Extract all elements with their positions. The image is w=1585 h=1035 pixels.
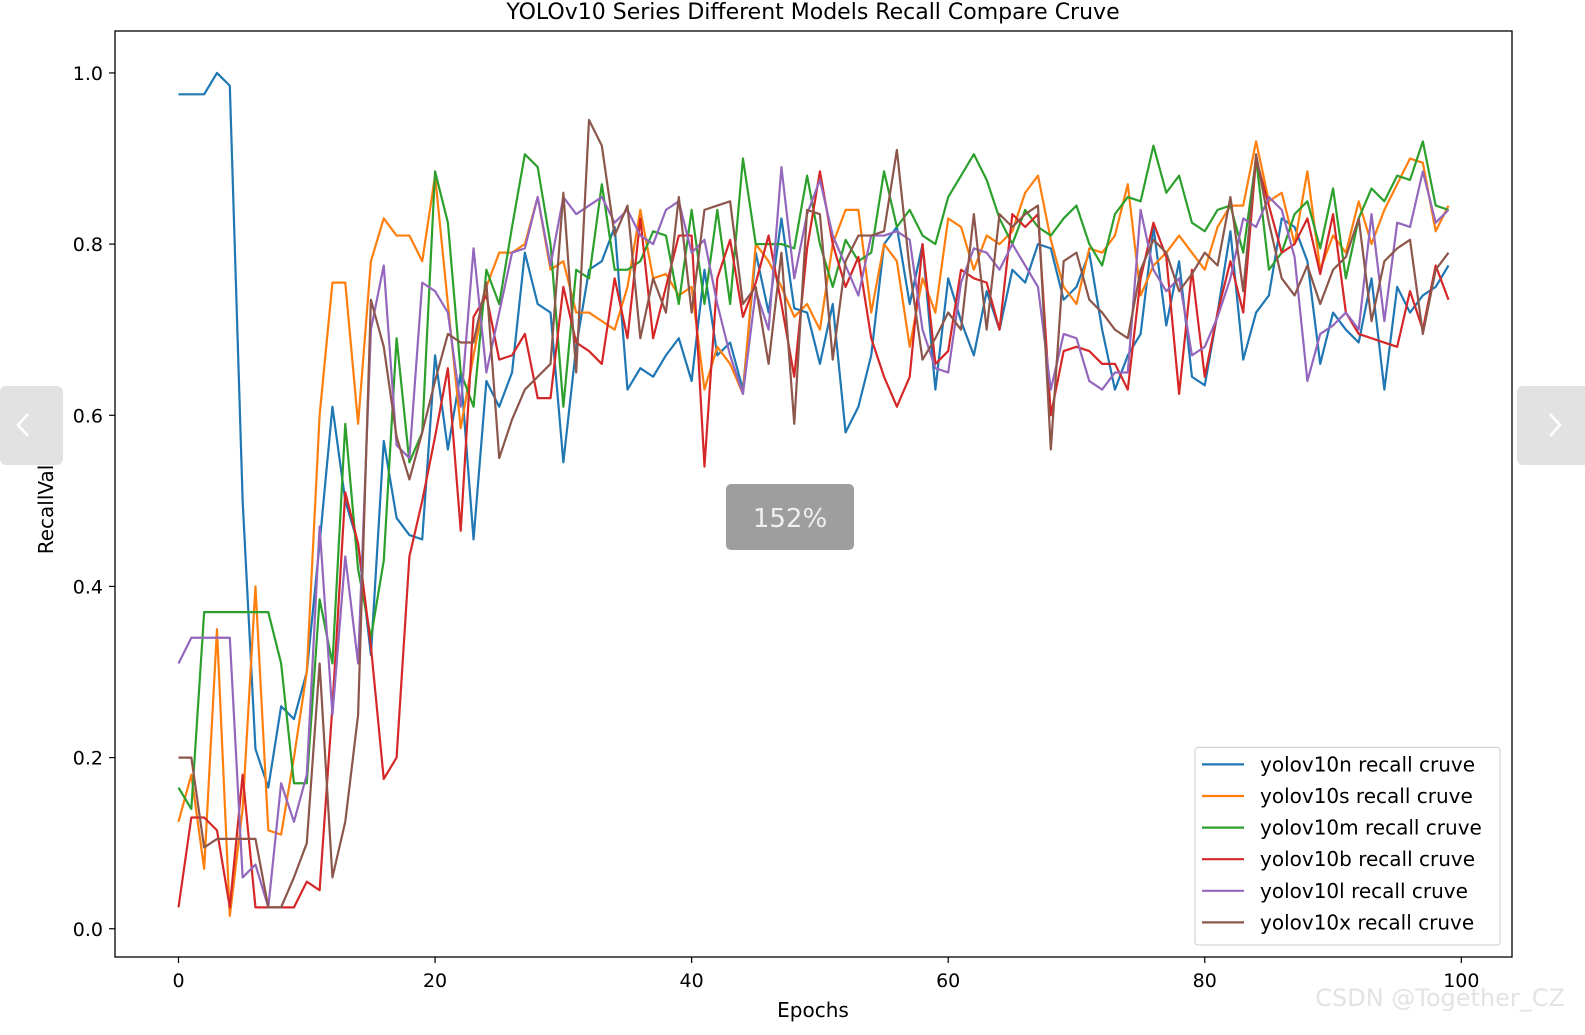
legend-box [1194, 746, 1501, 946]
next-icon[interactable] [1549, 413, 1562, 437]
x-tick-label: 40 [680, 970, 704, 992]
prev-button-bg[interactable] [0, 386, 63, 465]
legend-label: yolov10s recall cruve [1260, 784, 1473, 808]
zoom-badge [726, 484, 854, 550]
series-line [177, 140, 1450, 918]
x-tick-label: 80 [1193, 970, 1217, 992]
series-line [178, 118, 1450, 909]
series-group [177, 71, 1450, 918]
next-button[interactable] [1517, 386, 1585, 465]
x-tick-label: 0 [172, 970, 184, 992]
series-line [177, 157, 1450, 909]
zoom-text: 152% [753, 504, 827, 534]
x-tick-label: 100 [1443, 970, 1479, 992]
x-tick-label: 20 [423, 970, 447, 992]
axes-frame [114, 30, 1513, 958]
y-tick-label: 0.6 [73, 405, 103, 427]
legend-label: yolov10l recall cruve [1260, 879, 1468, 903]
legend-label: yolov10m recall cruve [1260, 816, 1482, 840]
y-tick-label: 1.0 [73, 63, 103, 85]
y-tick-label: 0.8 [73, 234, 103, 256]
prev-button[interactable] [0, 386, 63, 465]
watermark: CSDN @Together_CZ [1315, 984, 1565, 1012]
series-line [178, 71, 1450, 789]
legend-label: yolov10b recall cruve [1260, 847, 1475, 871]
y-tick-label: 0.2 [73, 748, 103, 770]
y-tick-label: 0.0 [73, 919, 103, 941]
prev-icon[interactable] [16, 413, 29, 437]
legend-label: yolov10x recall cruve [1260, 910, 1474, 934]
chart-title: YOLOv10 Series Different Models Recall C… [505, 0, 1119, 25]
x-axis-label: Epochs [777, 998, 849, 1022]
legend-label: yolov10n recall cruve [1260, 752, 1475, 776]
y-tick-label: 0.4 [73, 576, 103, 598]
x-tick-label: 60 [936, 970, 960, 992]
plot-area: 0 20 40 60 80 100 0.0 0.2 0.4 0.6 0.8 1.0 yolov10n r… [73, 30, 1513, 992]
next-button-bg[interactable] [1517, 386, 1585, 465]
